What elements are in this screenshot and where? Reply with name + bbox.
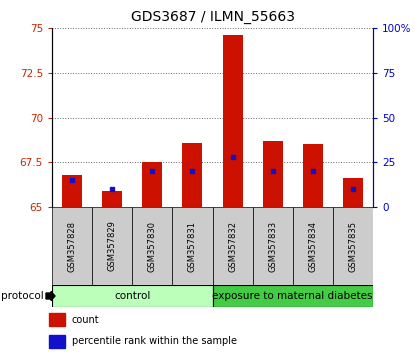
- Bar: [303, 144, 323, 207]
- Bar: [102, 191, 122, 207]
- Text: GSM357830: GSM357830: [148, 221, 157, 272]
- Bar: [263, 141, 283, 207]
- Bar: [333, 207, 373, 285]
- Bar: [183, 143, 203, 207]
- Bar: [92, 207, 132, 285]
- Bar: [62, 175, 82, 207]
- Text: GSM357833: GSM357833: [268, 221, 277, 272]
- Bar: [142, 162, 162, 207]
- Bar: [49, 335, 65, 348]
- Text: protocol: protocol: [1, 291, 44, 301]
- Text: percentile rank within the sample: percentile rank within the sample: [72, 336, 237, 346]
- Text: GSM357832: GSM357832: [228, 221, 237, 272]
- Title: GDS3687 / ILMN_55663: GDS3687 / ILMN_55663: [130, 10, 295, 24]
- Bar: [49, 313, 65, 326]
- Bar: [172, 207, 212, 285]
- Text: GSM357834: GSM357834: [308, 221, 317, 272]
- Bar: [253, 207, 293, 285]
- Text: exposure to maternal diabetes: exposure to maternal diabetes: [212, 291, 373, 301]
- Bar: [212, 285, 373, 307]
- Bar: [343, 178, 363, 207]
- Text: GSM357831: GSM357831: [188, 221, 197, 272]
- Text: GSM357829: GSM357829: [107, 221, 117, 272]
- Bar: [212, 207, 253, 285]
- Text: GSM357835: GSM357835: [349, 221, 357, 272]
- Text: count: count: [72, 315, 100, 325]
- Text: control: control: [114, 291, 150, 301]
- Bar: [132, 207, 172, 285]
- Text: GSM357828: GSM357828: [68, 221, 76, 272]
- Bar: [293, 207, 333, 285]
- Bar: [52, 207, 92, 285]
- Bar: [222, 35, 243, 207]
- Bar: [52, 285, 212, 307]
